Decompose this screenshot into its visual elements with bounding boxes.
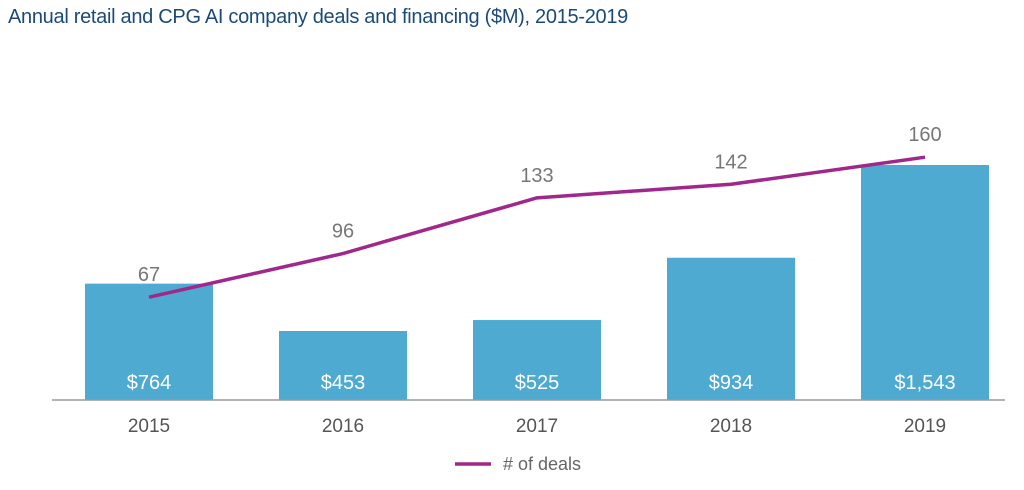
deals-point-label: 133 [520, 165, 553, 187]
bar-2019 [861, 165, 989, 400]
legend-label: # of deals [503, 454, 581, 474]
bar-2015 [85, 283, 213, 400]
x-tick-label: 2017 [516, 416, 558, 437]
bar-value-label: $1,543 [894, 372, 955, 394]
deals-point-label: 160 [908, 124, 941, 146]
bar-value-label: $934 [709, 372, 754, 394]
bar-2018 [667, 257, 795, 400]
deals-point-label: 96 [332, 221, 354, 243]
x-tick-label: 2015 [128, 416, 170, 437]
bar-2017 [473, 320, 601, 400]
x-tick-label: 2018 [710, 416, 752, 437]
bar-2016 [279, 331, 407, 400]
x-tick-label: 2016 [322, 416, 364, 437]
chart-title: Annual retail and CPG AI company deals a… [8, 6, 628, 28]
bar-value-label: $764 [127, 372, 172, 394]
deals-point-label: 67 [138, 264, 160, 286]
deals-point-label: 142 [714, 151, 747, 173]
deals-line [148, 155, 926, 299]
bar-value-label: $453 [321, 372, 366, 394]
x-tick-label: 2019 [904, 416, 946, 437]
bar-value-label: $525 [515, 372, 560, 394]
